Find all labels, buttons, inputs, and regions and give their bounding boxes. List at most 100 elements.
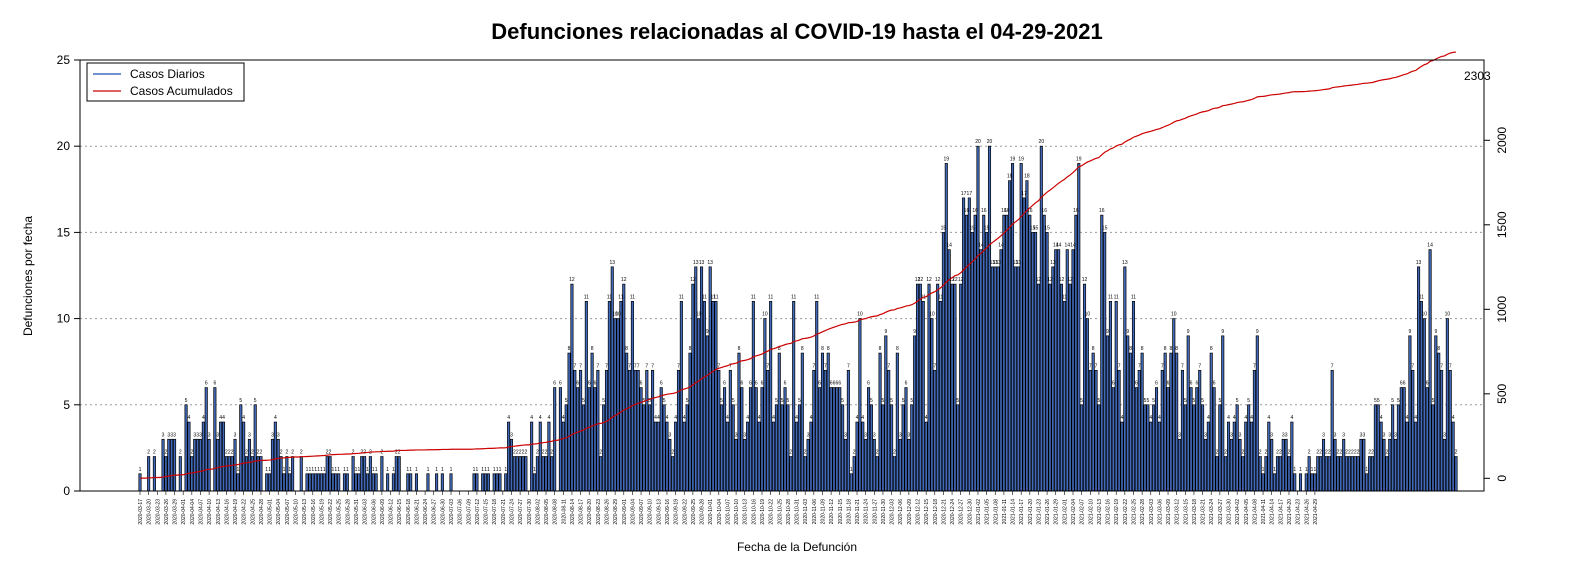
daily-bar xyxy=(869,404,873,492)
daily-bar xyxy=(679,301,683,492)
daily-bar xyxy=(918,283,922,492)
x-tick-label: 2021-01-08 xyxy=(993,499,999,525)
daily-bar xyxy=(308,473,312,492)
bar-value-label: 1 xyxy=(311,467,314,473)
daily-bar xyxy=(1051,266,1055,492)
bar-value-label: 13 xyxy=(992,260,998,266)
daily-bar xyxy=(167,438,171,492)
bar-value-label: 2 xyxy=(671,450,674,456)
bar-value-label: 10 xyxy=(615,312,621,318)
bar-value-label: 3 xyxy=(864,432,867,438)
daily-bar xyxy=(1339,456,1343,492)
daily-bar xyxy=(803,456,807,492)
bar-value-label: 12 xyxy=(690,277,696,283)
bar-value-label: 3 xyxy=(248,432,251,438)
x-tick-label: 2021-04-11 xyxy=(1261,499,1267,524)
daily-bar xyxy=(823,369,827,492)
bar-value-label: 7 xyxy=(1440,363,1443,369)
bar-value-label: 3 xyxy=(199,432,202,438)
daily-bar xyxy=(285,456,289,492)
bar-value-label: 6 xyxy=(755,381,758,387)
bar-value-label: 3 xyxy=(907,432,910,438)
bar-value-label: 3 xyxy=(743,432,746,438)
bar-value-label: 9 xyxy=(1187,329,1190,335)
daily-bar xyxy=(1382,438,1386,492)
bar-value-label: 2 xyxy=(542,450,545,456)
bar-value-label: 13 xyxy=(707,260,713,266)
bar-value-label: 2 xyxy=(395,450,398,456)
daily-bar xyxy=(616,318,620,492)
bar-value-label: 6 xyxy=(838,381,841,387)
daily-bar xyxy=(1178,438,1182,492)
daily-bar xyxy=(342,473,346,492)
bar-value-label: 15 xyxy=(984,225,990,231)
bar-value-label: 7 xyxy=(677,363,680,369)
daily-bar xyxy=(1428,249,1432,492)
daily-bar xyxy=(535,456,539,492)
x-tick-label: 2021-02-01 xyxy=(1062,499,1068,525)
bar-value-label: 5 xyxy=(910,398,913,404)
bar-value-label: 4 xyxy=(507,415,510,421)
bar-value-label: 20 xyxy=(1039,139,1045,145)
daily-bar xyxy=(1074,214,1078,492)
daily-bar xyxy=(164,456,168,492)
daily-bar xyxy=(472,473,476,492)
bar-value-label: 3 xyxy=(1239,432,1242,438)
daily-bar xyxy=(1287,456,1291,492)
bar-value-label: 2 xyxy=(1455,450,1458,456)
bar-value-label: 11 xyxy=(1419,294,1424,300)
x-tick-label: 2020-09-07 xyxy=(639,499,645,525)
bar-value-label: 19 xyxy=(1018,156,1024,162)
daily-bar xyxy=(999,249,1003,492)
x-tick-label: 2021-03-27 xyxy=(1218,499,1224,525)
bar-value-label: 6 xyxy=(867,381,870,387)
bar-value-label: 8 xyxy=(778,346,781,352)
bar-value-label: 5 xyxy=(720,398,723,404)
x-tick-label: 2021-04-29 xyxy=(1313,499,1319,525)
daily-bar xyxy=(760,387,764,492)
x-tick-label: 2020-05-31 xyxy=(354,499,360,525)
x-tick-label: 2021-02-22 xyxy=(1123,499,1129,525)
daily-bar xyxy=(714,301,718,492)
bar-value-label: 16 xyxy=(972,208,978,214)
daily-bar xyxy=(895,352,899,492)
daily-bar xyxy=(1281,438,1285,492)
bar-value-label: 8 xyxy=(801,346,804,352)
bar-value-label: 3 xyxy=(844,432,847,438)
daily-bar xyxy=(268,473,272,492)
daily-bar xyxy=(1342,438,1346,492)
bar-value-label: 13 xyxy=(995,260,1001,266)
bar-value-label: 4 xyxy=(242,415,245,421)
daily-bar xyxy=(737,352,741,492)
cumulative-total-label: 2303 xyxy=(1464,69,1491,83)
bar-value-label: 14 xyxy=(1064,243,1070,249)
bar-value-label: 6 xyxy=(1155,381,1158,387)
bar-value-label: 4 xyxy=(654,415,657,421)
x-tick-label: 2020-10-22 xyxy=(769,499,775,525)
daily-bar xyxy=(694,266,698,492)
bar-value-label: 13 xyxy=(1016,260,1022,266)
daily-bar xyxy=(688,352,692,492)
daily-bar xyxy=(256,456,260,492)
bar-value-label: 2 xyxy=(1242,450,1245,456)
x-tick-label: 2021-04-23 xyxy=(1296,499,1302,525)
daily-bar xyxy=(1402,387,1406,492)
bar-value-label: 10 xyxy=(857,312,863,318)
bar-value-label: 5 xyxy=(602,398,605,404)
bar-value-label: 4 xyxy=(666,415,669,421)
bar-value-label: 1 xyxy=(309,467,312,473)
bar-value-label: 4 xyxy=(1158,415,1161,421)
daily-bar xyxy=(440,473,444,492)
bar-value-label: 2 xyxy=(550,450,553,456)
daily-bar xyxy=(541,456,545,492)
bar-value-label: 1 xyxy=(343,467,346,473)
daily-bar xyxy=(1088,369,1092,492)
daily-bars xyxy=(138,145,1458,492)
bar-value-label: 2 xyxy=(1279,450,1282,456)
daily-bar xyxy=(771,421,776,492)
daily-bar xyxy=(409,473,413,492)
bar-value-label: 17 xyxy=(1021,191,1027,197)
bar-value-label: 13 xyxy=(609,260,615,266)
bar-value-label: 4 xyxy=(188,415,191,421)
bar-value-label: 7 xyxy=(1331,363,1334,369)
